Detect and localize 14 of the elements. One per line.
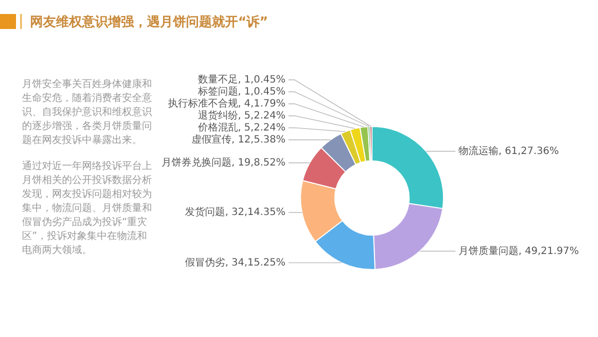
slice-label: 退货纠纷, 5,2.24% xyxy=(198,109,286,122)
text: 通过对近一年网络投诉平台上月饼相关的公开投诉数据分析发现，网友投诉问题相对较为集中，物流问题、月饼质量和假冒伪劣产品成为投诉“重灾区”，投诉对象集中在物流和电商两大领域。 xyxy=(22,160,153,258)
slice-label: 物流运输, 61,27.36% xyxy=(458,144,559,157)
slice-label: 假冒伪劣, 34,15.25% xyxy=(185,256,286,268)
slice-label: 虚假宣传, 12,5.38% xyxy=(191,133,286,146)
slice-label: 发货问题, 32,14.35% xyxy=(185,206,286,218)
slice-label: 数量不足, 1,0.45% xyxy=(198,74,286,86)
slice-label: 月饼质量问题, 49,21.97% xyxy=(458,244,579,257)
slice-label: 价格混乱, 5,2.24% xyxy=(196,121,286,134)
slice-label: 标签问题, 1,0.45% xyxy=(196,85,286,98)
text: 月饼安全事关百姓身体健康和生命安危，随着消费者安全意识、自我保护意识和维权意识的逐步增强，各类月饼质量问题在网友投诉中暴露出来。 xyxy=(22,78,153,148)
slice-label: 执行标准不合规, 4,1.79% xyxy=(168,97,286,110)
slice-label: 月饼券兑换问题, 19,8.52% xyxy=(161,156,286,168)
chart-title: 网友维权意识增强，遇月饼问题就开“诉” xyxy=(30,14,268,31)
